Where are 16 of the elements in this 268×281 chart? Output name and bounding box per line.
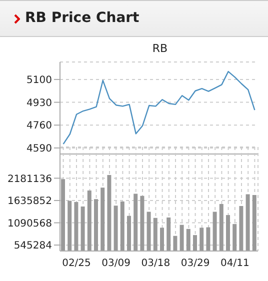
chart-title: RB Price Chart: [25, 10, 140, 26]
y-tick-label: 1635852: [7, 196, 52, 208]
y-tick-label: 4760: [26, 120, 52, 132]
x-tick-label: 03/29: [180, 258, 210, 270]
y-tick-label: 1090568: [7, 218, 52, 230]
y-tick-label: 4930: [26, 98, 52, 109]
x-tick-label: 03/09: [102, 258, 131, 270]
line-series: [62, 70, 256, 145]
y-tick-label: 5100: [26, 75, 52, 86]
x-tick-label: 02/25: [62, 258, 91, 270]
y-tick-label: 2181136: [7, 174, 52, 185]
y-tick-label: 4590: [26, 144, 52, 155]
x-tick-label: 04/11: [220, 258, 250, 270]
chart-subtitle: RB: [151, 42, 169, 55]
y-tick-label: 545284: [14, 240, 52, 252]
x-tick-label: 03/18: [141, 258, 170, 270]
